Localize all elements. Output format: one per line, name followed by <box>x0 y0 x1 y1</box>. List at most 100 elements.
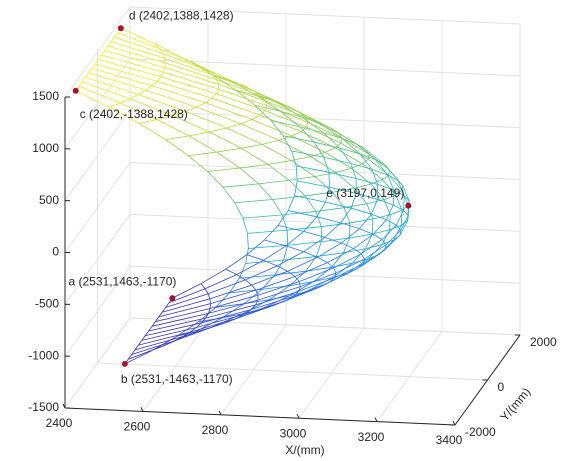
mesh-line <box>371 169 379 185</box>
mesh-line <box>328 268 358 283</box>
mesh-line <box>395 210 404 226</box>
mesh-line <box>185 110 227 129</box>
mesh-line <box>201 317 206 324</box>
mesh-line <box>356 193 378 200</box>
mesh-line <box>350 162 372 170</box>
mesh-line <box>109 102 121 108</box>
mesh-line <box>299 126 315 143</box>
x-tick-label: 2600 <box>124 420 151 434</box>
mesh-line <box>207 279 246 295</box>
point-label: a (2531,1463,-1170) <box>69 274 177 288</box>
mesh-line <box>211 74 254 92</box>
mesh-line <box>151 80 158 87</box>
mesh-line <box>88 72 146 91</box>
mesh-line <box>245 279 252 286</box>
mesh-line <box>114 36 163 54</box>
mesh-line <box>165 302 170 308</box>
mesh-line <box>307 121 343 139</box>
mesh-line <box>259 114 302 132</box>
mesh-line <box>364 244 387 260</box>
mesh-line <box>291 150 324 158</box>
mesh-line <box>295 165 298 181</box>
mesh-line <box>335 147 363 165</box>
mesh-line <box>208 299 258 314</box>
mesh-line <box>225 268 237 275</box>
mesh-line <box>274 259 284 276</box>
mesh-line <box>328 172 330 188</box>
mesh-line <box>388 169 390 175</box>
mesh-line <box>165 293 209 308</box>
mesh-line <box>159 48 163 54</box>
mesh-line <box>384 234 401 250</box>
mesh-line <box>264 225 279 241</box>
mesh-line <box>120 27 156 45</box>
mesh-line <box>152 335 178 351</box>
mesh-line <box>189 318 236 333</box>
mesh-line <box>141 335 146 341</box>
mesh-line <box>94 63 158 82</box>
mesh-line <box>289 270 306 286</box>
mesh-line <box>263 259 278 267</box>
mesh-line <box>239 163 268 169</box>
mesh-line <box>141 327 197 341</box>
mesh-line <box>134 336 183 351</box>
mesh-line <box>138 331 191 346</box>
mesh-line <box>388 174 403 191</box>
mesh-line <box>272 199 283 216</box>
mesh-line <box>316 201 326 218</box>
mesh-line <box>218 84 266 102</box>
mesh-line <box>148 317 206 332</box>
mesh-line <box>138 340 143 346</box>
mesh-line <box>156 119 190 137</box>
mesh-line <box>278 135 293 141</box>
mesh-line <box>333 253 362 269</box>
mesh-line <box>399 220 408 236</box>
mesh-line <box>134 344 139 351</box>
mesh-line <box>163 67 166 73</box>
mesh-line <box>240 123 280 141</box>
mesh-line <box>354 183 372 189</box>
mesh-line <box>349 233 373 239</box>
mesh-line <box>218 88 267 107</box>
mesh-line <box>310 156 336 173</box>
mesh-line <box>318 122 343 139</box>
mesh-line <box>261 139 280 145</box>
mesh-line <box>255 105 281 112</box>
mesh-line <box>200 283 206 290</box>
mesh-line <box>216 79 220 85</box>
mesh-line <box>331 262 353 268</box>
mesh-line <box>306 122 309 128</box>
mesh-line <box>205 304 256 319</box>
mesh-line <box>267 160 292 165</box>
mesh-line <box>361 239 383 255</box>
x-tick <box>374 417 378 422</box>
mesh-line <box>196 322 202 328</box>
mesh-line <box>342 138 357 145</box>
mesh-line <box>316 216 341 224</box>
mesh-line <box>239 167 259 185</box>
mesh-line <box>402 185 410 201</box>
mesh-line <box>393 225 402 241</box>
mesh-line <box>188 155 208 172</box>
mesh-line <box>325 201 352 209</box>
mesh-line <box>255 276 296 291</box>
mesh-line <box>189 131 210 137</box>
mesh-line <box>340 138 343 144</box>
mesh-line <box>372 214 391 220</box>
grid-line <box>129 58 521 77</box>
mesh-line <box>209 131 242 149</box>
mesh-line <box>145 85 153 91</box>
mesh-line <box>333 267 337 274</box>
mesh-line <box>359 228 374 235</box>
mesh-line <box>372 219 387 235</box>
mesh-line <box>277 210 289 226</box>
mesh-line <box>400 210 403 226</box>
mesh-line <box>403 195 405 211</box>
mesh-line <box>196 313 245 328</box>
mesh-line <box>294 180 298 196</box>
mesh-line <box>268 285 291 301</box>
mesh-line <box>365 233 373 249</box>
mesh-line <box>209 284 252 300</box>
mesh-line <box>172 115 210 133</box>
y-tick-label: 0 <box>498 380 505 394</box>
